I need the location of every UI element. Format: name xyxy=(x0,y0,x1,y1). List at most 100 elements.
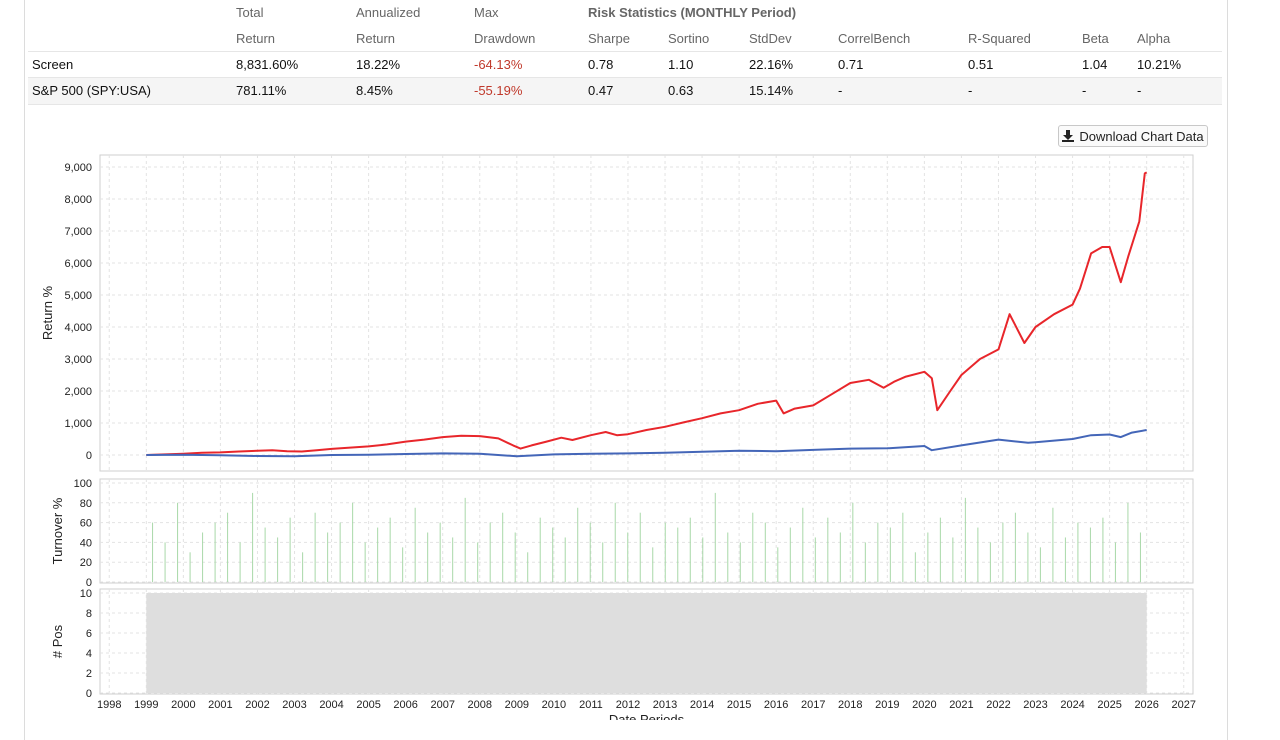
stddev-value: 15.14% xyxy=(749,83,794,98)
alpha-value: - xyxy=(1137,83,1142,98)
x-tick-label: 2006 xyxy=(393,699,417,711)
chart-panel-3: 0 2 4 6 8 10 # Pos 1998 1999 2000 2001 2002 2003 2004… xyxy=(50,588,1196,720)
y-tick-label: 0 xyxy=(86,688,92,700)
x-tick-label: 2023 xyxy=(1023,699,1047,711)
download-button-label: Download Chart Data xyxy=(1079,128,1204,144)
y-tick-label: 1,000 xyxy=(64,418,92,430)
x-tick-label: 2008 xyxy=(468,699,492,711)
download-icon xyxy=(1062,130,1075,142)
x-tick-label: 2026 xyxy=(1134,699,1158,711)
header-sortino: Sortino xyxy=(668,31,710,46)
y-axis-label: Return % xyxy=(40,285,55,340)
x-tick-label: 2025 xyxy=(1097,699,1121,711)
x-tick-label: 2012 xyxy=(616,699,640,711)
max-drawdown-value: -55.19% xyxy=(474,83,523,98)
x-tick-label: 2003 xyxy=(282,699,306,711)
alpha-value: 10.21% xyxy=(1137,57,1182,72)
x-tick-label: 2004 xyxy=(319,699,343,711)
x-axis-label: Date Periods xyxy=(609,712,685,720)
y-axis-label: # Pos xyxy=(50,624,65,658)
x-tick-label: 2022 xyxy=(986,699,1010,711)
header-stddev: StdDev xyxy=(749,31,792,46)
table-row-sp500: S&P 500 (SPY:USA) 781.11% 8.45% -55.19% … xyxy=(28,77,1222,105)
header-total-line1: Total xyxy=(236,5,264,20)
stddev-value: 22.16% xyxy=(749,57,794,72)
max-drawdown-value: -64.13% xyxy=(474,57,523,72)
y-tick-label: 60 xyxy=(80,518,92,530)
row-name: S&P 500 (SPY:USA) xyxy=(32,83,151,98)
y-tick-label: 6,000 xyxy=(64,258,92,270)
y-tick-label: 2,000 xyxy=(64,386,92,398)
chart-panel-1: 0 1,000 2,000 3,000 4,000 5,000 6,000 7,000 8,00… xyxy=(40,154,1194,472)
y-tick-label: 0 xyxy=(86,450,92,462)
y-tick-label: 40 xyxy=(80,537,92,549)
correlbench-value: - xyxy=(838,83,843,98)
download-chart-data-button[interactable]: Download Chart Data xyxy=(1058,125,1208,147)
beta-value: - xyxy=(1082,83,1087,98)
report-panel xyxy=(24,0,1228,740)
y-tick-label: 0 xyxy=(86,577,92,589)
header-r-squared: R-Squared xyxy=(968,31,1031,46)
y-tick-label: 6 xyxy=(86,628,92,640)
sortino-value: 0.63 xyxy=(668,83,694,98)
x-tick-label: 2005 xyxy=(356,699,380,711)
x-tick-label: 2010 xyxy=(542,699,566,711)
x-tick-label: 2009 xyxy=(505,699,529,711)
header-beta: Beta xyxy=(1082,31,1109,46)
y-tick-label: 100 xyxy=(74,478,92,490)
annualized-return-value: 8.45% xyxy=(356,83,393,98)
annualized-return-value: 18.22% xyxy=(356,57,401,72)
total-return-value: 8,831.60% xyxy=(236,57,299,72)
x-tick-label: 2001 xyxy=(208,699,232,711)
header-alpha: Alpha xyxy=(1137,31,1171,46)
table-row-screen: Screen 8,831.60% 18.22% -64.13% 0.78 1.1… xyxy=(28,51,1222,78)
x-tick-label: 1998 xyxy=(97,699,121,711)
positions-area xyxy=(146,593,1147,693)
x-tick-label: 2014 xyxy=(690,699,714,711)
header-max-drawdown: Drawdown xyxy=(474,31,536,46)
sharpe-value: 0.47 xyxy=(588,83,614,98)
r-squared-value: - xyxy=(968,83,973,98)
row-name: Screen xyxy=(32,57,74,72)
header-annualized-return: Return xyxy=(356,31,396,46)
header-annualized-line1: Annualized xyxy=(356,5,421,20)
y-tick-label: 8,000 xyxy=(64,194,92,206)
x-tick-label: 2002 xyxy=(245,699,269,711)
correlbench-value: 0.71 xyxy=(838,57,864,72)
header-sharpe: Sharpe xyxy=(588,31,630,46)
x-tick-label: 2018 xyxy=(838,699,862,711)
chart-panel-2: 0 20 40 60 80 100 Turnover % xyxy=(50,478,1194,589)
x-tick-label: 2019 xyxy=(875,699,899,711)
x-tick-label: 2027 xyxy=(1171,699,1195,711)
series-line-screen xyxy=(146,171,1148,456)
y-tick-label: 80 xyxy=(80,498,92,510)
beta-value: 1.04 xyxy=(1082,57,1108,72)
x-tick-label: 2011 xyxy=(579,699,603,711)
y-tick-label: 20 xyxy=(80,557,92,569)
x-tick-label: 2017 xyxy=(801,699,825,711)
y-tick-label: 7,000 xyxy=(64,226,92,238)
y-tick-label: 4 xyxy=(86,648,92,660)
x-tick-label: 2007 xyxy=(430,699,454,711)
y-tick-label: 10 xyxy=(80,588,92,600)
risk-statistics-table: Total Annualized Max Risk Statistics (MO… xyxy=(28,0,1222,105)
x-tick-label: 2021 xyxy=(949,699,973,711)
y-tick-label: 3,000 xyxy=(64,354,92,366)
header-correlbench: CorrelBench xyxy=(838,31,911,46)
x-tick-label: 2016 xyxy=(764,699,788,711)
plot-area xyxy=(99,154,1194,472)
y-tick-label: 5,000 xyxy=(64,290,92,302)
performance-charts: 0 1,000 2,000 3,000 4,000 5,000 6,000 7,000 8,00… xyxy=(40,154,1196,720)
y-tick-label: 8 xyxy=(86,608,92,620)
y-tick-label: 9,000 xyxy=(64,162,92,174)
r-squared-value: 0.51 xyxy=(968,57,994,72)
x-tick-label: 2020 xyxy=(912,699,936,711)
risk-statistics-title: Risk Statistics (MONTHLY Period) xyxy=(588,5,797,20)
header-max-line1: Max xyxy=(474,5,499,20)
y-tick-label: 2 xyxy=(86,668,92,680)
y-tick-label: 4,000 xyxy=(64,322,92,334)
total-return-value: 781.11% xyxy=(236,83,287,98)
x-tick-label: 2000 xyxy=(171,699,195,711)
x-tick-label: 2013 xyxy=(653,699,677,711)
x-tick-label: 2024 xyxy=(1060,699,1084,711)
